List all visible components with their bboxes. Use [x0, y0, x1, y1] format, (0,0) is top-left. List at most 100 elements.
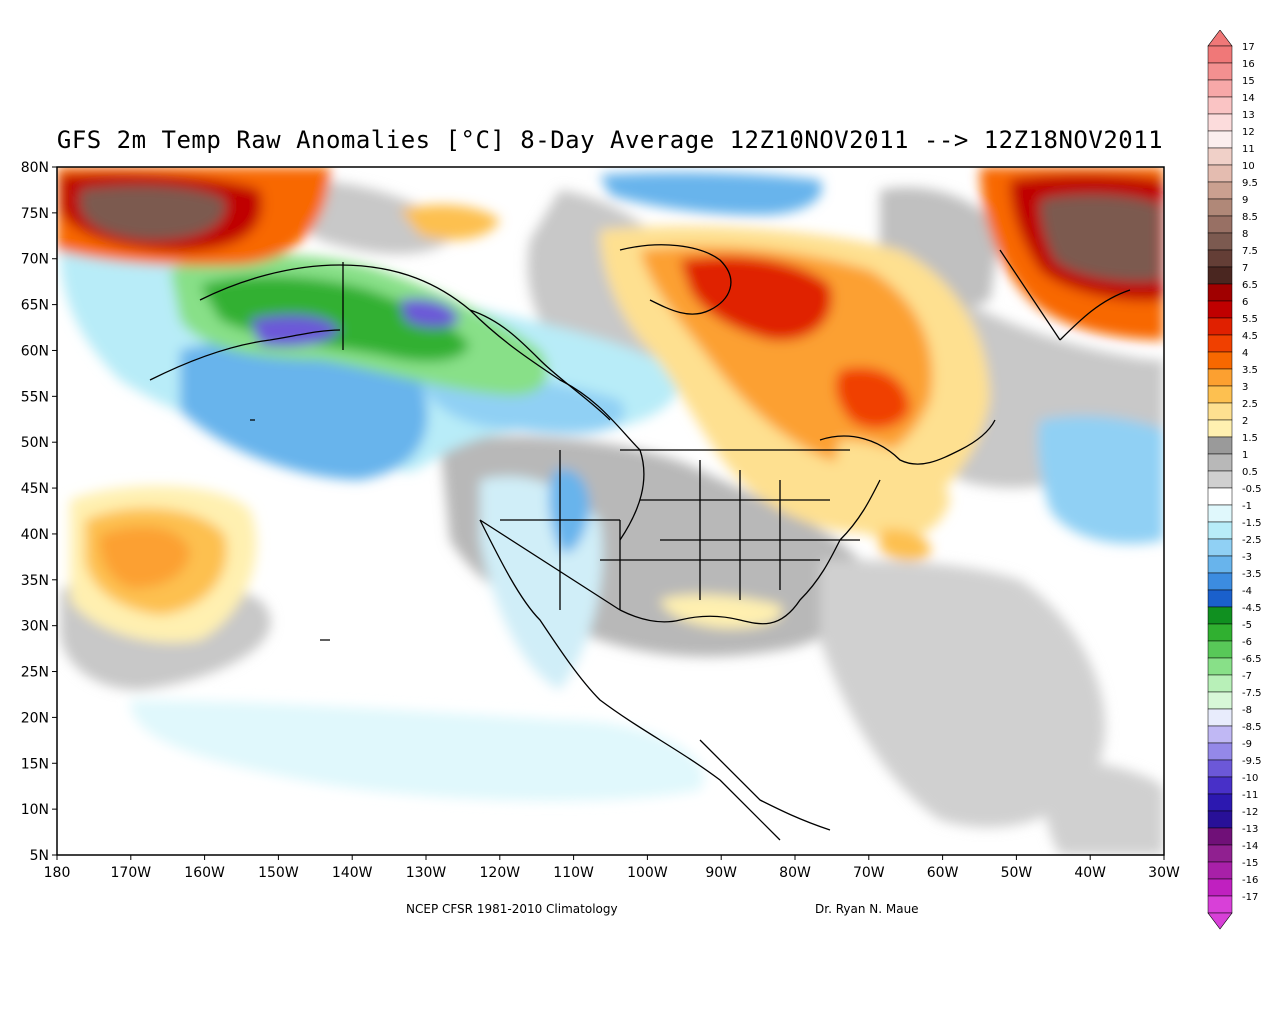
- colorbar-label: 6: [1242, 297, 1248, 308]
- lat-label: 70N: [21, 252, 49, 268]
- lat-label: 80N: [21, 160, 49, 176]
- colorbar-label: -3.5: [1242, 569, 1262, 580]
- lat-label: 35N: [21, 573, 49, 589]
- colorbar-label: 6.5: [1242, 280, 1258, 291]
- lon-label: 50W: [1001, 865, 1033, 881]
- colorbar-label: -7: [1242, 671, 1252, 682]
- colorbar-label: 3.5: [1242, 365, 1258, 376]
- colorbar-cell: [1207, 368, 1233, 387]
- colorbar-cell: [1207, 844, 1233, 863]
- colorbar-cell: [1207, 538, 1233, 557]
- colorbar-label: -3: [1242, 552, 1252, 563]
- lon-label: 140W: [332, 865, 373, 881]
- colorbar: 17161514131211109.598.587.576.565.54.543…: [1207, 30, 1262, 930]
- lat-label: 75N: [21, 206, 49, 222]
- colorbar-cell: [1207, 419, 1233, 438]
- lon-label: 130W: [406, 865, 447, 881]
- lon-label: 150W: [258, 865, 299, 881]
- colorbar-cell: [1207, 79, 1233, 98]
- colorbar-cell: [1207, 878, 1233, 897]
- lon-label: 30W: [1148, 865, 1180, 881]
- colorbar-cell: [1207, 266, 1233, 285]
- colorbar-cell: [1207, 759, 1233, 778]
- lat-label: 15N: [21, 756, 49, 772]
- lat-label: 55N: [21, 389, 49, 405]
- lat-label: 60N: [21, 343, 49, 359]
- colorbar-cell: [1207, 572, 1233, 591]
- colorbar-label: 2: [1242, 416, 1248, 427]
- colorbar-label: 14: [1242, 93, 1255, 104]
- colorbar-cell: [1207, 810, 1233, 829]
- colorbar-label: 17: [1242, 42, 1255, 53]
- colorbar-label: 7.5: [1242, 246, 1258, 257]
- colorbar-cell: [1207, 589, 1233, 608]
- colorbar-cell: [1207, 674, 1233, 693]
- colorbar-label: -9.5: [1242, 756, 1262, 767]
- colorbar-cell: [1207, 453, 1233, 472]
- colorbar-cell: [1207, 300, 1233, 319]
- colorbar-cell: [1207, 62, 1233, 81]
- colorbar-label: 8.5: [1242, 212, 1258, 223]
- lat-label: 10N: [21, 802, 49, 818]
- colorbar-cell: [1207, 164, 1233, 183]
- colorbar-label: -11: [1242, 790, 1258, 801]
- chart-title: GFS 2m Temp Raw Anomalies [°C] 8-Day Ave…: [56, 126, 1164, 154]
- colorbar-label: -0.5: [1242, 484, 1262, 495]
- colorbar-cell: [1207, 861, 1233, 880]
- author-credit: Dr. Ryan N. Maue: [815, 902, 919, 916]
- colorbar-label: 5.5: [1242, 314, 1258, 325]
- colorbar-label: -7.5: [1242, 688, 1262, 699]
- colorbar-label: 0.5: [1242, 467, 1258, 478]
- colorbar-cell: [1207, 827, 1233, 846]
- lat-label: 40N: [21, 527, 49, 543]
- colorbar-label: -13: [1242, 824, 1258, 835]
- colorbar-label: 12: [1242, 127, 1255, 138]
- lon-label: 100W: [627, 865, 668, 881]
- colorbar-cell: [1207, 555, 1233, 574]
- colorbar-label: 9.5: [1242, 178, 1258, 189]
- colorbar-cell: [1207, 606, 1233, 625]
- colorbar-cell: [1207, 708, 1233, 727]
- colorbar-cell: [1207, 776, 1233, 795]
- colorbar-cell: [1207, 793, 1233, 812]
- colorbar-label: -6: [1242, 637, 1252, 648]
- lon-label: 160W: [184, 865, 225, 881]
- colorbar-cell: [1207, 96, 1233, 115]
- colorbar-cell: [1207, 45, 1233, 64]
- colorbar-cell: [1207, 198, 1233, 217]
- colorbar-cell: [1207, 283, 1233, 302]
- colorbar-label: -1.5: [1242, 518, 1262, 529]
- lat-label: 25N: [21, 665, 49, 681]
- lat-label: 20N: [21, 710, 49, 726]
- colorbar-label: -12: [1242, 807, 1258, 818]
- lon-label: 170W: [111, 865, 152, 881]
- colorbar-cell: [1207, 334, 1233, 353]
- colorbar-label: -10: [1242, 773, 1258, 784]
- colorbar-label: 2.5: [1242, 399, 1258, 410]
- colorbar-label: -6.5: [1242, 654, 1262, 665]
- colorbar-cell: [1207, 623, 1233, 642]
- colorbar-label: 7: [1242, 263, 1248, 274]
- lat-label: 5N: [30, 848, 49, 864]
- colorbar-label: 15: [1242, 76, 1255, 87]
- colorbar-label: -5: [1242, 620, 1252, 631]
- lon-label: 120W: [480, 865, 521, 881]
- colorbar-cell: [1207, 504, 1233, 523]
- lon-label: 80W: [779, 865, 811, 881]
- colorbar-label: 13: [1242, 110, 1255, 121]
- colorbar-cell: [1207, 436, 1233, 455]
- colorbar-label: -8.5: [1242, 722, 1262, 733]
- colorbar-cell: [1207, 317, 1233, 336]
- colorbar-cell: [1207, 487, 1233, 506]
- lon-label: 60W: [927, 865, 959, 881]
- lon-label: 180: [44, 865, 71, 881]
- colorbar-cell: [1207, 130, 1233, 149]
- colorbar-label: -8: [1242, 705, 1252, 716]
- coastlines: [149, 244, 1131, 841]
- lon-label: 40W: [1074, 865, 1106, 881]
- colorbar-label: 1.5: [1242, 433, 1258, 444]
- colorbar-cell: [1207, 657, 1233, 676]
- anomaly-map: 80N 75N 70N 65N 60N 55N 50N 45N 40N 35N 30N 25N 20N 1…: [21, 160, 1180, 881]
- colorbar-cell: [1207, 113, 1233, 132]
- colorbar-cell: [1207, 691, 1233, 710]
